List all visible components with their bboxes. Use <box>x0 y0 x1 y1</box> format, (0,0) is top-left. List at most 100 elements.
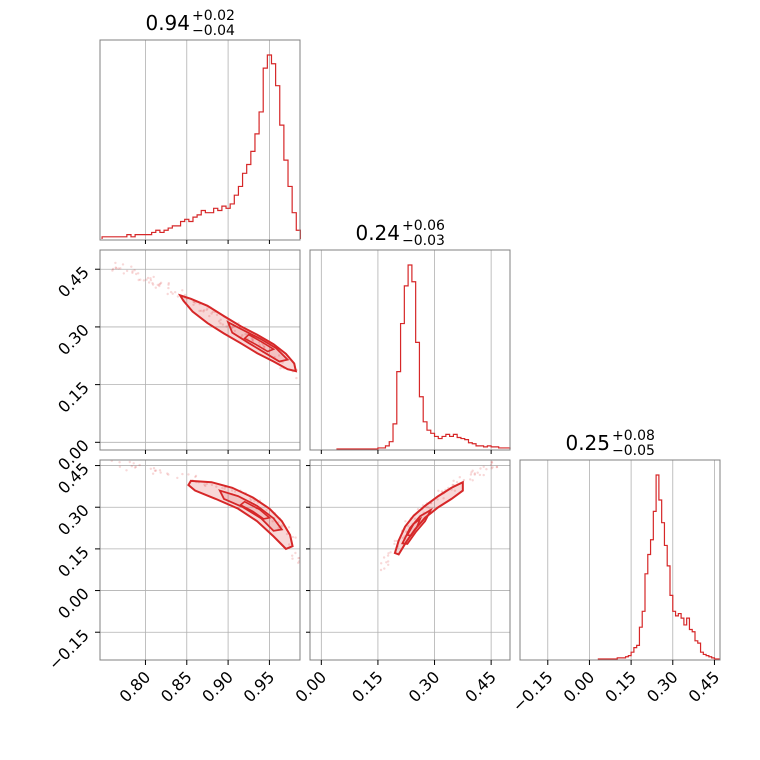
pair-1-ytick-label-2: 0.15 <box>54 542 93 581</box>
pair-2-sample <box>489 463 493 467</box>
pair-0-sample <box>217 320 221 323</box>
param-0-xtick-label-3: 0.95 <box>240 667 279 706</box>
hist-0-title-minus: −0.04 <box>192 23 235 39</box>
pair-0-sample <box>221 323 224 326</box>
pair-0-frame <box>99 249 301 451</box>
pair-0-sample <box>215 313 219 317</box>
pair-0-sample <box>131 271 134 274</box>
text-layer: 0.94 +0.02−0.040.24 +0.06−0.030.25 +0.08−0.… <box>45 8 724 715</box>
pair-0-sample <box>263 345 266 349</box>
pair-0-sample <box>133 269 136 272</box>
pair-0-ytick-label-2: 0.30 <box>54 320 93 359</box>
pair-0-sample <box>219 318 222 321</box>
pair-1-sample <box>118 465 122 468</box>
pair-0-sample <box>159 281 163 284</box>
pair-0-contour-inner <box>243 333 276 353</box>
pair-0-sample <box>142 279 146 282</box>
pair-1-sample <box>153 469 157 472</box>
pair-0-sample <box>122 272 126 275</box>
pair-2-density-fill <box>394 482 463 555</box>
pair-0-sample <box>171 292 174 295</box>
pair-1-contour-inner <box>239 500 272 520</box>
pair-2-sample <box>469 478 472 481</box>
pair-0-scatter <box>111 261 298 380</box>
hist-0-title-value: 0.94 <box>145 11 190 35</box>
pair-1-sample <box>287 526 291 529</box>
pair-1-sample <box>291 557 294 560</box>
param-0-xtick-label-2: 0.90 <box>198 667 237 706</box>
pair-2-sample <box>386 554 390 557</box>
pair-0-sample <box>225 325 228 328</box>
param-1-xtick-label-3: 0.45 <box>461 667 500 706</box>
pair-0-sample <box>206 307 209 310</box>
pair-2-sample <box>387 560 390 563</box>
pair-2-sample <box>436 498 439 501</box>
pair-1-sample <box>158 469 162 472</box>
pair-2-sample <box>416 508 420 511</box>
pair-1-sample <box>288 543 291 546</box>
hist-0-title-plus: +0.02 <box>192 8 235 24</box>
pair-0-sample <box>151 283 155 286</box>
pair-0-contour-outer <box>177 293 298 373</box>
pair-2-sample <box>451 483 454 487</box>
pair-2-sample <box>393 539 396 543</box>
pair-1-sample <box>159 471 162 474</box>
pair-1-sample <box>130 465 133 468</box>
pair-0-sample <box>131 270 134 273</box>
pair-1-sample <box>291 554 294 557</box>
pair-0-sample <box>149 279 153 282</box>
hist-panel-0-frame <box>99 39 301 241</box>
pair-2-sample <box>437 489 440 492</box>
pair-1-sample <box>221 486 224 490</box>
pair-1-sample <box>297 561 300 564</box>
pair-0-sample <box>241 334 244 337</box>
pair-1-sample <box>294 536 297 539</box>
pair-1-sample <box>297 556 300 560</box>
histogram-2 <box>597 474 720 660</box>
pair-1-sample <box>134 465 137 469</box>
pair-1-sample <box>253 499 256 503</box>
param-2-xtick-label-1: 0.00 <box>560 667 599 706</box>
pair-0-sample <box>154 286 157 289</box>
param-0-xtick-label-0: 0.80 <box>116 667 155 706</box>
pair-0-sample <box>135 272 138 276</box>
pair-0-sample <box>210 312 213 315</box>
pair-0-sample <box>262 345 266 348</box>
pair-1-sample <box>125 469 128 472</box>
pair-0-sample <box>174 291 177 294</box>
pair-2-sample <box>471 479 474 482</box>
pair-0-sample <box>159 282 162 285</box>
pair-2-sample <box>490 460 493 464</box>
pair-0-sample <box>114 261 117 265</box>
pair-2-sample <box>405 530 408 533</box>
pair-2-sample <box>393 542 396 546</box>
pair-1-sample <box>291 535 295 539</box>
pair-0-sample <box>205 308 208 312</box>
pair-0-sample <box>199 309 203 312</box>
param-2-xtick-label-2: 0.15 <box>601 667 640 706</box>
pair-1-sample <box>132 462 135 465</box>
hist-panel-2-frame <box>519 459 721 661</box>
pair-1-ytick-label-1: 0.00 <box>54 584 93 623</box>
pair-0-sample <box>167 283 170 286</box>
pair-0-sample <box>281 361 284 364</box>
pair-1-sample <box>149 467 152 470</box>
pair-0-sample <box>181 289 184 292</box>
pair-0-sample <box>115 267 118 270</box>
pair-2-sample <box>473 473 476 476</box>
pair-1-sample <box>203 483 206 486</box>
pair-1-sample <box>128 460 131 464</box>
pair-0-ytick-label-3: 0.45 <box>54 263 93 302</box>
pair-0-ytick-label-1: 0.15 <box>54 378 93 417</box>
pair-0-sample <box>261 343 265 347</box>
pair-2-sample <box>462 478 466 482</box>
pair-2-sample <box>387 563 390 566</box>
pair-0-sample <box>277 354 281 357</box>
pair-1-sample <box>281 525 284 528</box>
pair-1-sample <box>205 482 208 486</box>
pair-1-sample <box>249 499 253 502</box>
pair-1-sample <box>271 520 274 523</box>
pair-0-contour-mid <box>226 320 290 363</box>
pair-1-sample <box>223 487 226 490</box>
